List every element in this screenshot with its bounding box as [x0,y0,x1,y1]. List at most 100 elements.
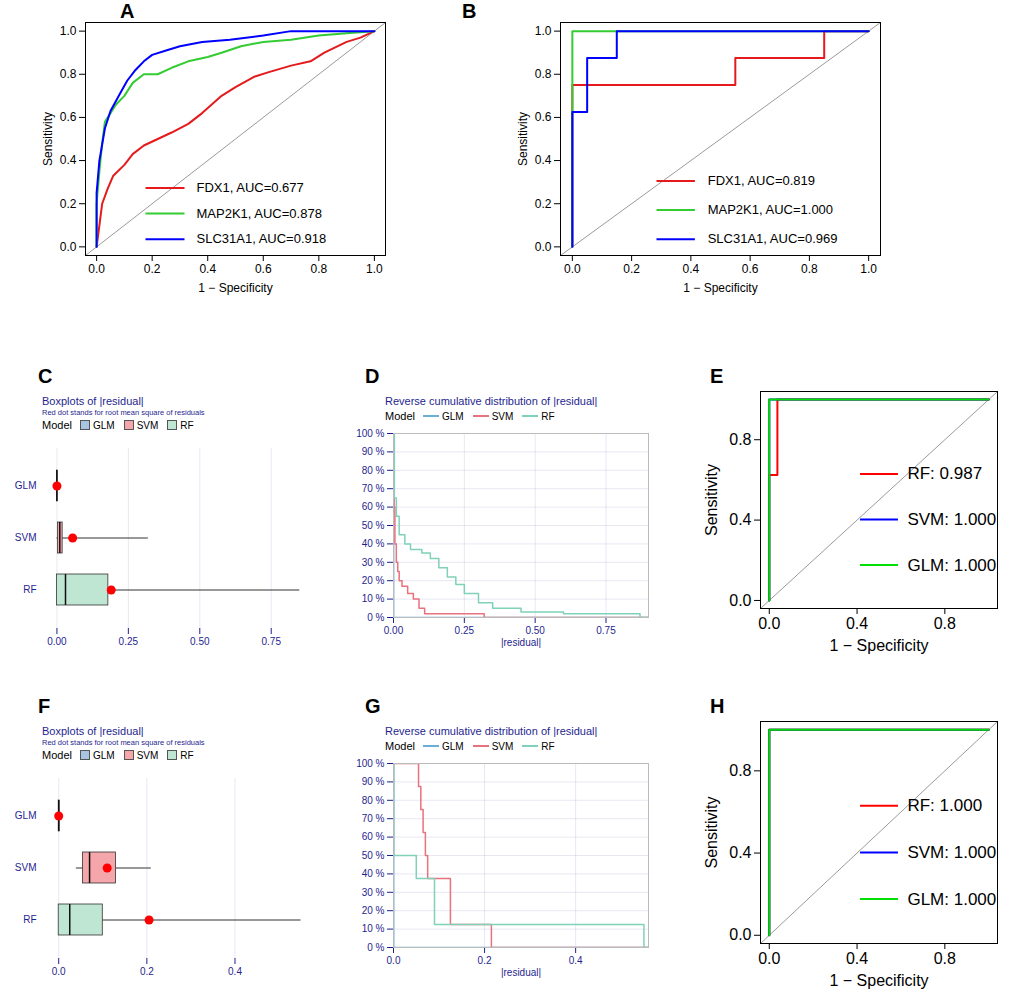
svg-text:0.4: 0.4 [535,153,552,167]
svg-text:0.00: 0.00 [384,625,404,636]
svg-text:0.75: 0.75 [596,625,616,636]
svg-text:40 %: 40 % [362,538,385,549]
svg-text:0.8: 0.8 [60,67,77,81]
svg-text:0.4: 0.4 [199,262,216,276]
svg-text:FDX1, AUC=0.819: FDX1, AUC=0.819 [708,173,815,188]
svg-text:1.0: 1.0 [60,24,77,38]
svg-text:RF: 0.987: RF: 0.987 [907,464,982,483]
svg-text:30 %: 30 % [362,557,385,568]
svg-text:0.8: 0.8 [729,762,751,779]
svg-text:0.2: 0.2 [478,955,492,966]
svg-text:GLM: GLM [15,810,37,821]
svg-text:0.6: 0.6 [535,110,552,124]
svg-text:70 %: 70 % [362,813,385,824]
svg-text:1.0: 1.0 [366,262,383,276]
svg-text:1 − Specificity: 1 − Specificity [829,972,928,989]
svg-text:0.75: 0.75 [261,636,281,647]
svg-text:|residual|: |residual| [501,637,541,648]
svg-text:MAP2K1, AUC=1.000: MAP2K1, AUC=1.000 [708,202,833,217]
svg-text:1.0: 1.0 [535,24,552,38]
svg-text:GLM: GLM [15,480,37,491]
svg-text:20 %: 20 % [362,905,385,916]
svg-text:0.0: 0.0 [52,966,66,977]
svg-text:0.0: 0.0 [60,240,77,254]
svg-text:GLM: 1.000: GLM: 1.000 [907,890,996,909]
svg-text:Sensitivity: Sensitivity [41,112,55,166]
svg-text:100 %: 100 % [356,758,384,769]
svg-text:MAP2K1, AUC=0.878: MAP2K1, AUC=0.878 [197,206,322,221]
svg-text:SVM: SVM [15,862,37,873]
svg-text:0.8: 0.8 [535,67,552,81]
svg-text:Sensitivity: Sensitivity [703,796,720,868]
svg-text:90 %: 90 % [362,776,385,787]
svg-text:50 %: 50 % [362,850,385,861]
svg-text:0.4: 0.4 [683,262,700,276]
svg-text:60 %: 60 % [362,831,385,842]
svg-text:0.8: 0.8 [729,431,751,448]
svg-text:50 %: 50 % [362,520,385,531]
svg-text:0.4: 0.4 [846,950,868,967]
svg-text:10 %: 10 % [362,593,385,604]
svg-text:80 %: 80 % [362,465,385,476]
svg-text:80 %: 80 % [362,795,385,806]
svg-text:|residual|: |residual| [501,967,541,978]
svg-text:SVM: SVM [15,532,37,543]
svg-text:SLC31A1, AUC=0.918: SLC31A1, AUC=0.918 [197,231,327,246]
svg-text:0.00: 0.00 [47,636,67,647]
svg-text:0 %: 0 % [367,612,384,623]
svg-text:1.0: 1.0 [860,262,877,276]
svg-text:0.4: 0.4 [729,511,751,528]
svg-text:RF: RF [23,584,36,595]
svg-text:0.25: 0.25 [455,625,475,636]
svg-text:0.50: 0.50 [190,636,210,647]
svg-text:0.6: 0.6 [742,262,759,276]
svg-text:0.0: 0.0 [758,615,780,632]
svg-text:0.4: 0.4 [228,966,242,977]
svg-text:0.25: 0.25 [119,636,139,647]
svg-text:0.8: 0.8 [934,615,956,632]
svg-text:30 %: 30 % [362,887,385,898]
svg-text:0.50: 0.50 [525,625,545,636]
svg-text:0.4: 0.4 [569,955,583,966]
svg-text:0.0: 0.0 [88,262,105,276]
svg-text:1 − Specificity: 1 − Specificity [198,281,272,295]
svg-text:0.0: 0.0 [729,592,751,609]
svg-text:SVM: 1.000: SVM: 1.000 [907,843,996,862]
svg-text:SLC31A1, AUC=0.969: SLC31A1, AUC=0.969 [708,231,838,246]
svg-text:0.0: 0.0 [758,950,780,967]
svg-text:0.0: 0.0 [729,926,751,943]
svg-text:Sensitivity: Sensitivity [516,112,530,166]
svg-text:0.4: 0.4 [729,844,751,861]
svg-text:0.4: 0.4 [60,153,77,167]
svg-text:0.4: 0.4 [846,615,868,632]
svg-text:20 %: 20 % [362,575,385,586]
svg-text:0.6: 0.6 [60,110,77,124]
svg-text:40 %: 40 % [362,868,385,879]
svg-text:0.6: 0.6 [255,262,272,276]
svg-text:70 %: 70 % [362,483,385,494]
svg-text:0.0: 0.0 [535,240,552,254]
svg-text:0.8: 0.8 [801,262,818,276]
svg-text:0.2: 0.2 [60,197,77,211]
svg-text:0.8: 0.8 [310,262,327,276]
svg-text:10 %: 10 % [362,923,385,934]
svg-text:100 %: 100 % [356,428,384,439]
svg-text:1 − Specificity: 1 − Specificity [829,637,928,654]
svg-text:0.2: 0.2 [623,262,640,276]
svg-text:0.0: 0.0 [564,262,581,276]
svg-text:Sensitivity: Sensitivity [703,464,720,536]
svg-text:GLM: 1.000: GLM: 1.000 [907,556,996,575]
svg-text:0.2: 0.2 [144,262,161,276]
svg-text:0.0: 0.0 [387,955,401,966]
svg-text:1 − Specificity: 1 − Specificity [683,281,757,295]
svg-text:RF: 1.000: RF: 1.000 [907,796,982,815]
svg-text:FDX1, AUC=0.677: FDX1, AUC=0.677 [197,180,304,195]
svg-text:0.2: 0.2 [535,197,552,211]
svg-text:60 %: 60 % [362,501,385,512]
svg-text:0.8: 0.8 [934,950,956,967]
svg-text:SVM: 1.000: SVM: 1.000 [907,510,996,529]
svg-text:RF: RF [23,914,36,925]
svg-text:0 %: 0 % [367,942,384,953]
svg-text:0.2: 0.2 [140,966,154,977]
svg-text:90 %: 90 % [362,446,385,457]
